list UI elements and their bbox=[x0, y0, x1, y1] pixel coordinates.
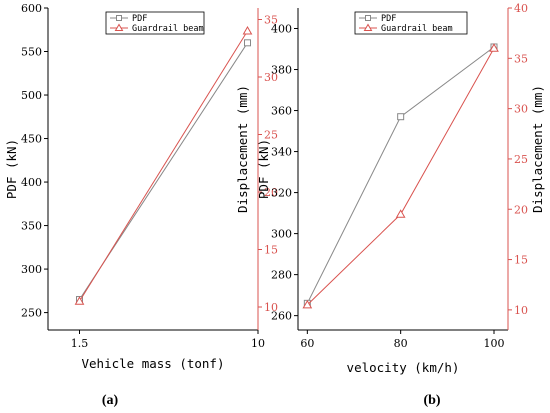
y2-tick-label: 35 bbox=[514, 52, 528, 65]
y2-tick-label: 35 bbox=[264, 14, 278, 27]
y-axis-label: PDF (kN) bbox=[256, 139, 271, 199]
legend-label: PDF bbox=[381, 14, 396, 24]
y-tick-label: 600 bbox=[21, 2, 42, 15]
legend-triangle-marker bbox=[363, 23, 373, 31]
y-tick-label: 340 bbox=[271, 146, 292, 159]
legend-label: PDF bbox=[132, 14, 147, 24]
x-axis-label: Vehicle mass (tonf) bbox=[82, 356, 225, 371]
guardrail-beam-point bbox=[489, 43, 499, 52]
chart-panel-2: 260 280 300 320 340 360 380 400 10 15 20 25 30 35 40 60… bbox=[256, 2, 545, 408]
legend-box bbox=[354, 11, 468, 35]
y2-tick-label: 25 bbox=[264, 129, 278, 142]
x-tick-label: 1.5 bbox=[71, 337, 89, 350]
y-axis-label: PDF (kN) bbox=[4, 139, 19, 199]
y-tick-label: 500 bbox=[21, 89, 42, 102]
y-tick-label: 380 bbox=[271, 64, 292, 77]
y-tick-label: 400 bbox=[21, 176, 42, 189]
y-tick-label: 350 bbox=[21, 220, 42, 233]
legend-triangle-marker bbox=[114, 23, 124, 31]
y-tick-label: 250 bbox=[21, 307, 42, 320]
legend-box bbox=[105, 11, 205, 35]
y2-tick-label: 40 bbox=[514, 2, 528, 15]
y2-tick-label: 25 bbox=[514, 153, 528, 166]
y-tick-label: 260 bbox=[271, 310, 292, 323]
y-tick-label: 300 bbox=[271, 228, 292, 241]
y2-tick-label: 10 bbox=[514, 304, 528, 317]
y-tick-label: 450 bbox=[21, 133, 42, 146]
y2-tick-label: 10 bbox=[264, 301, 278, 314]
x-tick-label: 100 bbox=[484, 337, 505, 350]
legend-label: Guardrail beam bbox=[132, 24, 204, 34]
y2-tick-label: 30 bbox=[264, 71, 278, 84]
legend-label: Guardrail beam bbox=[381, 24, 453, 34]
y2-axis-label: Displacement (mm) bbox=[530, 85, 545, 213]
y-tick-label: 360 bbox=[271, 105, 292, 118]
guardrail-beam-point bbox=[302, 299, 313, 309]
series-line-guardrail-beam bbox=[79, 30, 248, 302]
y2-tick-label: 30 bbox=[514, 103, 528, 116]
pdf-point bbox=[244, 39, 251, 47]
guardrail-beam-point bbox=[242, 25, 253, 35]
y2-tick-label: 15 bbox=[514, 254, 528, 267]
y2-axis-label: Displacement (mm) bbox=[235, 85, 250, 213]
x-tick-label: 80 bbox=[394, 337, 408, 350]
guardrail-beam-point bbox=[74, 296, 85, 305]
guardrail-beam-point bbox=[395, 209, 406, 218]
chart-panel-1: 250 300 350 400 450 500 550 600 10 15 20 25 30 35 1.5 1… bbox=[4, 2, 278, 408]
series-line-guardrail-beam bbox=[306, 48, 495, 306]
series-line-pdf bbox=[306, 46, 495, 304]
y-tick-label: 550 bbox=[21, 46, 42, 59]
y-tick-label: 400 bbox=[271, 23, 292, 36]
y-tick-label: 320 bbox=[271, 187, 292, 200]
x-tick-label: 10 bbox=[251, 337, 265, 350]
y2-tick-label: 20 bbox=[514, 203, 528, 216]
legend-square-marker bbox=[116, 15, 122, 21]
legend-square-marker bbox=[365, 15, 371, 21]
panel-label: (a) bbox=[102, 393, 119, 408]
pdf-point bbox=[397, 113, 405, 121]
x-axis-label: velocity (km/h) bbox=[347, 360, 460, 375]
x-tick-label: 60 bbox=[300, 337, 314, 350]
y2-tick-label: 15 bbox=[264, 244, 278, 257]
y-tick-label: 300 bbox=[21, 263, 42, 276]
panel-label: (b) bbox=[423, 393, 440, 408]
y-tick-label: 280 bbox=[271, 269, 292, 282]
y2-tick-label: 20 bbox=[264, 186, 278, 199]
